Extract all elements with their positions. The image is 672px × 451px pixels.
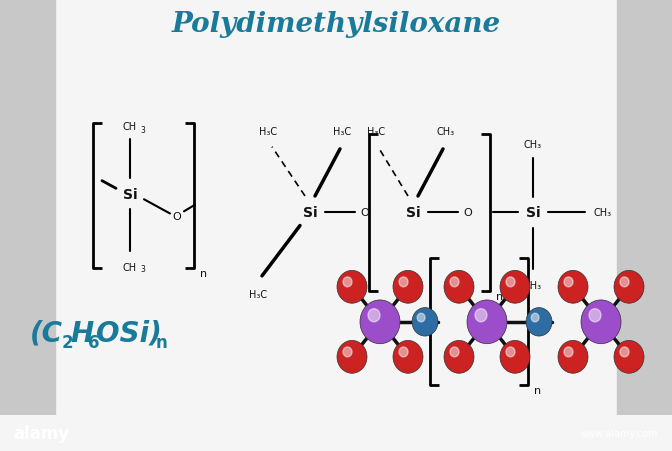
- Circle shape: [506, 347, 515, 357]
- Circle shape: [337, 271, 367, 304]
- Circle shape: [417, 313, 425, 322]
- Text: CH: CH: [123, 262, 137, 272]
- Circle shape: [368, 309, 380, 322]
- Circle shape: [589, 309, 601, 322]
- Bar: [617, 0, 672, 415]
- Circle shape: [343, 277, 352, 287]
- Text: O: O: [173, 211, 181, 221]
- Text: 3: 3: [140, 125, 145, 134]
- Circle shape: [531, 313, 539, 322]
- Text: H₃C: H₃C: [249, 290, 267, 299]
- Circle shape: [564, 347, 573, 357]
- Text: (C: (C: [30, 319, 63, 347]
- Circle shape: [526, 308, 552, 336]
- Circle shape: [360, 300, 400, 344]
- Text: CH₃: CH₃: [524, 140, 542, 150]
- Text: O: O: [464, 208, 472, 218]
- Text: CH₃: CH₃: [524, 281, 542, 290]
- Text: Si: Si: [302, 206, 317, 220]
- Text: Si: Si: [123, 187, 137, 201]
- Text: H: H: [70, 319, 93, 347]
- Circle shape: [337, 341, 367, 373]
- Circle shape: [614, 271, 644, 304]
- Circle shape: [399, 277, 408, 287]
- Text: n: n: [156, 333, 168, 351]
- Text: CH: CH: [123, 122, 137, 132]
- Text: H₃C: H₃C: [333, 127, 351, 137]
- Text: Si: Si: [526, 206, 540, 220]
- Bar: [0, 0, 55, 415]
- Text: alamy: alamy: [13, 424, 70, 442]
- Circle shape: [620, 277, 629, 287]
- Circle shape: [500, 341, 530, 373]
- Text: O: O: [361, 208, 370, 218]
- Text: H₃C: H₃C: [367, 127, 385, 137]
- Circle shape: [475, 309, 487, 322]
- Text: Polydimethylsiloxane: Polydimethylsiloxane: [171, 10, 501, 37]
- Text: CH₃: CH₃: [593, 208, 611, 218]
- Circle shape: [343, 347, 352, 357]
- Text: 6: 6: [88, 333, 99, 351]
- Circle shape: [450, 347, 459, 357]
- Circle shape: [558, 341, 588, 373]
- Circle shape: [444, 341, 474, 373]
- Text: Si: Si: [406, 206, 420, 220]
- Circle shape: [564, 277, 573, 287]
- Circle shape: [500, 271, 530, 304]
- Circle shape: [558, 271, 588, 304]
- Circle shape: [620, 347, 629, 357]
- Text: CH₃: CH₃: [437, 127, 455, 137]
- Circle shape: [444, 271, 474, 304]
- Circle shape: [506, 277, 515, 287]
- Text: n: n: [534, 386, 541, 396]
- Text: OSi): OSi): [96, 319, 162, 347]
- Text: H₃C: H₃C: [259, 127, 277, 137]
- Circle shape: [412, 308, 438, 336]
- Circle shape: [393, 271, 423, 304]
- Circle shape: [450, 277, 459, 287]
- Circle shape: [581, 300, 621, 344]
- Text: www.alamy.com: www.alamy.com: [580, 428, 659, 438]
- Text: 2: 2: [62, 333, 74, 351]
- Text: n: n: [200, 269, 207, 279]
- Circle shape: [614, 341, 644, 373]
- Text: 3: 3: [140, 264, 145, 273]
- Circle shape: [393, 341, 423, 373]
- Circle shape: [399, 347, 408, 357]
- Text: n: n: [496, 291, 503, 302]
- Circle shape: [467, 300, 507, 344]
